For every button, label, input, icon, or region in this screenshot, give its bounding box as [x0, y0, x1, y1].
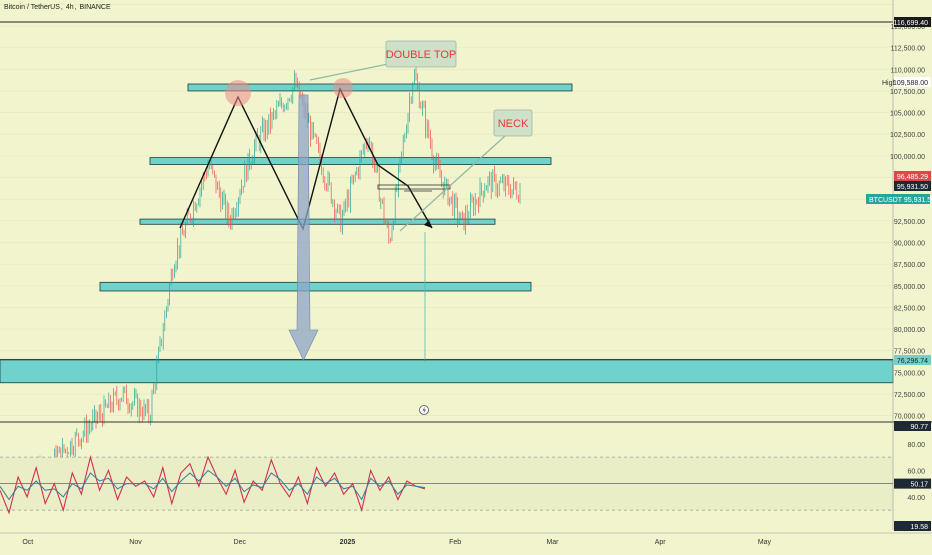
price-tick-label: 110,000.00: [890, 67, 925, 74]
rsi-tick-label: 40.00: [907, 495, 925, 502]
pattern-layer: [179, 78, 451, 231]
top-price-tag-bg: [894, 17, 931, 27]
support-zone[interactable]: [187, 83, 573, 92]
neck-callout[interactable]: [493, 109, 533, 137]
rsi-mid-tag: 50.17: [910, 482, 928, 489]
high-price-tag-bg: [894, 77, 931, 87]
projection-arrow: [288, 94, 319, 361]
support-zone[interactable]: [0, 358, 894, 384]
price-tick-label: 82,500.00: [894, 305, 925, 312]
price-tick-label: 80,000.00: [894, 327, 925, 334]
rsi-mid-tag-bg: [894, 478, 931, 489]
chart-header: Bitcoin / TetherUS, 4h, BINANCE: [4, 4, 111, 11]
price-tick-label: 72,500.00: [894, 392, 925, 399]
double-top-label: DOUBLE TOP: [386, 49, 457, 61]
support-zone[interactable]: [149, 157, 552, 165]
target-line: [0, 232, 893, 362]
projection-down-arrow[interactable]: [288, 94, 319, 361]
neck-label: NECK: [498, 118, 529, 130]
price-tick-label: 105,000.00: [890, 111, 925, 118]
price-tick-label: 75,000.00: [894, 370, 925, 377]
time-label: Feb: [449, 539, 461, 546]
time-label: Apr: [655, 539, 667, 546]
high-price-tag: 109,588.00: [893, 80, 928, 87]
time-label: 2025: [340, 539, 356, 546]
rsi-bottom-tag: 19.58: [910, 524, 928, 531]
price-tick-label: 92,500.00: [894, 219, 925, 226]
double-top-callout[interactable]: [385, 40, 457, 68]
time-axis: Oct Nov Dec 2025 Feb Mar Apr May: [0, 532, 932, 546]
close-price-tag-bg: [894, 181, 931, 191]
interval-label: 4h: [65, 4, 74, 11]
exchange-label: BINANCE: [79, 4, 111, 11]
rsi-tick-label: 60.00: [907, 468, 925, 475]
lightning-glyph: [422, 406, 426, 414]
candles-layer: [0, 65, 521, 503]
lightning-icon-group: [419, 405, 429, 415]
price-tick-label: 100,000.00: [890, 154, 925, 161]
last-price-tag-bg: [894, 171, 931, 181]
time-label: Mar: [546, 539, 559, 546]
symbol-name: Bitcoin / TetherUS: [4, 4, 60, 11]
price-tick-label: 107,500.00: [890, 89, 925, 96]
double-top-leader: [309, 63, 389, 81]
rsi-top-tag: 90.77: [910, 424, 928, 431]
time-label: Oct: [22, 539, 33, 546]
price-tick-label: 77,500.00: [894, 349, 925, 356]
last-price-tag: 96,485.29: [897, 174, 928, 181]
price-tick-label: 115,000.00: [890, 24, 925, 31]
support-zone[interactable]: [139, 218, 496, 225]
rsi-bottom-tag-bg: [894, 521, 931, 531]
target-price-tag: 76,296.74: [897, 358, 928, 365]
high-label: High: [882, 80, 897, 87]
rsi-tick-label: 80.00: [907, 442, 925, 449]
neck-leader: [399, 135, 506, 232]
symbol-tag-bg: [866, 194, 930, 204]
price-tick-label: 90,000.00: [894, 240, 925, 247]
pattern-arrowhead: [424, 220, 432, 228]
rsi-top-tag-bg: [894, 421, 931, 431]
close-price-tag: 95,931.50: [897, 184, 928, 191]
time-label: Nov: [129, 539, 142, 546]
price-tick-label: 70,000.00: [894, 414, 925, 421]
rsi-ma-line[interactable]: [0, 469, 426, 501]
peak-marker[interactable]: [333, 78, 353, 98]
peak-marker[interactable]: [225, 80, 251, 106]
symbol-tag: BTCUSDT 95,931.50: [869, 197, 932, 204]
neck-box[interactable]: [377, 184, 451, 190]
support-zones: [0, 83, 894, 384]
support-zone[interactable]: [99, 281, 532, 292]
price-tick-label: 87,500.00: [894, 262, 925, 269]
target-price-tag-bg: [894, 355, 931, 365]
time-label: Dec: [234, 539, 247, 546]
price-axis: 115,000.00 112,500.00 110,000.00 107,500.00…: [866, 0, 932, 530]
price-tick-label: 85,000.00: [894, 284, 925, 291]
price-tick-label: 112,500.00: [890, 46, 925, 53]
time-label: May: [758, 539, 772, 546]
callouts-layer: DOUBLE TOP NECK: [309, 40, 533, 232]
top-price-tag: 116,699.40: [893, 20, 928, 27]
price-tick-label: 102,500.00: [890, 132, 925, 139]
rsi-pane: 80.00 60.00 40.00 90.77 50.17 19.58: [0, 421, 932, 531]
